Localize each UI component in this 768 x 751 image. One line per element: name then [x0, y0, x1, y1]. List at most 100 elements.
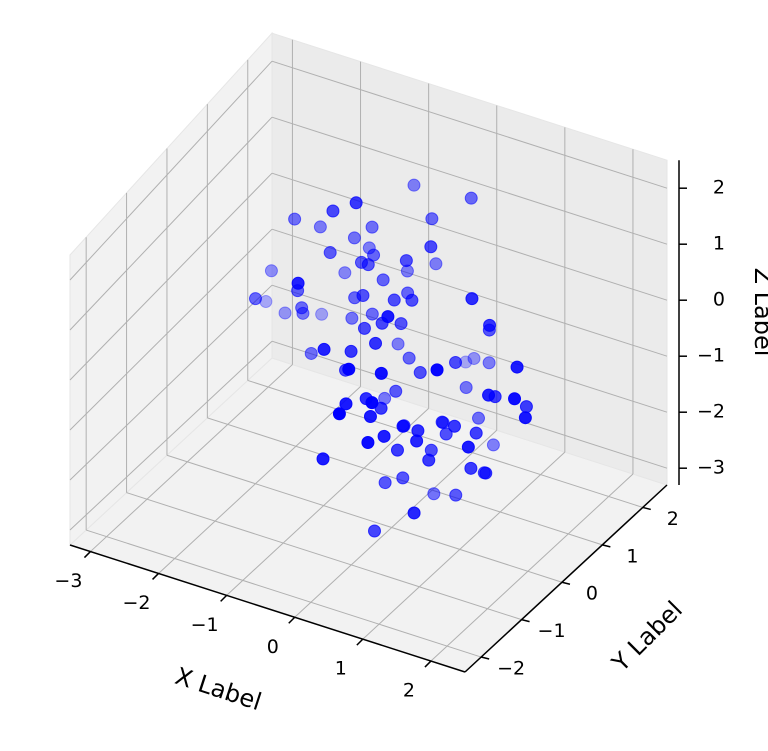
point	[332, 407, 346, 421]
grid-line	[271, 284, 668, 413]
point	[427, 487, 441, 501]
point	[376, 273, 390, 287]
point	[304, 346, 318, 360]
z-tick-label: 1	[713, 233, 725, 255]
point	[349, 196, 363, 210]
point	[357, 321, 371, 335]
x-axis-title: X Label	[172, 662, 265, 716]
point	[397, 419, 411, 433]
point	[394, 317, 408, 331]
point	[407, 178, 421, 192]
grid-line	[271, 116, 668, 245]
point	[345, 311, 359, 325]
tick-mark	[220, 594, 228, 602]
grid-line	[69, 340, 273, 531]
point	[323, 246, 337, 260]
point	[291, 284, 305, 298]
point	[396, 471, 410, 485]
grid-line	[69, 116, 273, 331]
grid-line	[69, 172, 273, 381]
grid-line	[69, 284, 273, 481]
point	[482, 323, 496, 337]
point	[361, 436, 375, 450]
y-tick-label: −2	[497, 658, 525, 680]
point	[424, 240, 438, 254]
back-pane	[271, 32, 668, 486]
point	[482, 388, 496, 402]
point	[449, 488, 463, 502]
x-tick-label: −3	[54, 570, 82, 592]
point	[510, 360, 524, 374]
point	[378, 476, 392, 490]
point	[461, 440, 475, 454]
point	[359, 392, 373, 406]
point	[344, 344, 358, 358]
point	[519, 400, 533, 414]
z-tick-label: 0	[713, 289, 725, 311]
point	[377, 429, 391, 443]
z-tick-label: −3	[697, 457, 725, 479]
point	[467, 351, 481, 365]
grid-line	[166, 454, 563, 583]
point	[347, 231, 361, 245]
grid-line	[69, 228, 273, 431]
point	[387, 293, 401, 307]
grid-line	[90, 364, 293, 552]
z-axis-title: Z Label	[749, 268, 768, 357]
grid-line	[86, 529, 482, 658]
point	[464, 461, 478, 475]
y-axis-line	[464, 484, 668, 673]
point	[248, 292, 262, 306]
point	[449, 355, 463, 369]
point	[278, 306, 292, 320]
point	[465, 292, 479, 306]
point	[413, 366, 427, 380]
grid-line	[126, 492, 522, 621]
grid-line	[430, 473, 634, 662]
point	[338, 266, 352, 280]
x-axis-line	[69, 544, 466, 673]
y-tick-label: 1	[626, 545, 638, 567]
x-tick-label: 1	[335, 658, 347, 680]
point	[486, 438, 500, 452]
point	[361, 258, 375, 272]
z-tick-label: 2	[713, 177, 725, 199]
point	[439, 427, 453, 441]
point	[422, 453, 436, 467]
point	[365, 220, 379, 234]
point	[482, 356, 496, 370]
point	[436, 416, 450, 430]
point	[464, 191, 478, 205]
point	[374, 401, 388, 415]
z-tick-label: −2	[697, 401, 725, 423]
points	[248, 178, 533, 538]
point	[317, 342, 331, 356]
point	[356, 289, 370, 303]
point	[389, 384, 403, 398]
point	[339, 397, 353, 411]
point	[315, 307, 329, 321]
point	[368, 524, 382, 538]
tick-mark	[83, 551, 91, 559]
point	[326, 204, 340, 218]
point	[459, 380, 473, 394]
grid-line	[69, 60, 273, 281]
point	[342, 362, 356, 376]
y-tick-label: 2	[667, 508, 679, 530]
tick-mark	[521, 618, 530, 623]
grid-line	[271, 340, 668, 469]
point	[472, 411, 486, 425]
grid-line	[271, 172, 668, 301]
y-axis-title: Y Label	[606, 596, 688, 678]
point	[313, 220, 327, 234]
z-tick-label: −1	[697, 345, 725, 367]
point	[401, 286, 415, 300]
grid-line	[158, 386, 361, 574]
axes: −3 −2 −1 0 1 2 −2 −1 0 1 2 −3 −2 −1 0 1 2	[54, 160, 725, 702]
point	[469, 426, 483, 440]
point	[296, 306, 310, 320]
point	[407, 506, 421, 520]
point	[390, 443, 404, 457]
point	[477, 466, 491, 480]
